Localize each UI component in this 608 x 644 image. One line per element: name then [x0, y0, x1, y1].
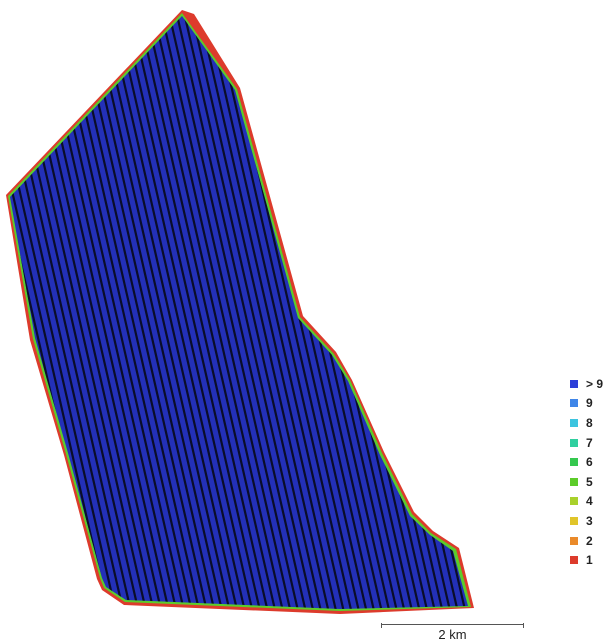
flight-line — [187, 16, 339, 609]
legend-swatch — [570, 438, 578, 447]
legend-swatch — [570, 399, 578, 408]
legend-swatch — [570, 458, 578, 467]
flight-line — [164, 16, 316, 609]
legend-swatch — [570, 556, 578, 565]
flight-line — [119, 16, 271, 609]
legend-label: 4 — [586, 494, 593, 509]
legend-item: 4 — [570, 492, 606, 512]
legend-item: 2 — [570, 531, 606, 551]
legend-item: 3 — [570, 511, 606, 531]
flight-line — [111, 16, 263, 609]
flight-line — [134, 16, 286, 609]
flight-line — [157, 16, 309, 609]
flight-line — [202, 16, 354, 609]
flight-line — [10, 16, 119, 609]
legend-item: 9 — [570, 394, 606, 414]
flight-line — [10, 16, 134, 609]
flight-line — [438, 16, 468, 609]
flight-line — [180, 16, 332, 609]
legend-label: 2 — [586, 533, 593, 548]
flight-line — [172, 16, 324, 609]
flight-line — [10, 16, 126, 609]
scale-bar: 2 km — [381, 623, 524, 644]
legend-swatch — [570, 536, 578, 545]
scale-line — [381, 624, 524, 625]
flight-line — [195, 16, 347, 609]
flight-line — [81, 16, 233, 609]
legend-label: 3 — [586, 513, 593, 528]
flight-line — [96, 16, 248, 609]
legend-swatch — [570, 516, 578, 525]
legend-label: 1 — [586, 553, 593, 568]
legend-label: 5 — [586, 474, 593, 489]
legend-item: 8 — [570, 413, 606, 433]
legend-swatch — [570, 497, 578, 506]
legend-label: 7 — [586, 435, 593, 450]
legend-label: > 9 — [586, 376, 604, 391]
flight-line — [142, 16, 294, 609]
legend-item: 1 — [570, 550, 606, 570]
legend-swatch — [570, 477, 578, 486]
flight-line — [104, 16, 256, 609]
flight-line — [73, 16, 225, 609]
legend-label: 6 — [586, 455, 593, 470]
flight-line — [210, 16, 362, 609]
legend-swatch — [570, 418, 578, 427]
field-area — [10, 16, 468, 609]
legend-label: 9 — [586, 396, 593, 411]
flight-line — [88, 16, 240, 609]
legend-item: 5 — [570, 472, 606, 492]
flight-line — [126, 16, 278, 609]
scale-tick-right — [523, 623, 524, 628]
legend: > 9 9 8 7 6 5 4 3 2 1 — [570, 374, 606, 570]
legend-item: > 9 — [570, 374, 606, 394]
flight-line — [149, 16, 301, 609]
legend-swatch — [570, 379, 578, 388]
scale-tick-left — [381, 623, 382, 628]
legend-item: 6 — [570, 452, 606, 472]
legend-item: 7 — [570, 433, 606, 453]
legend-label: 8 — [586, 415, 593, 430]
scale-label: 2 km — [438, 627, 467, 642]
